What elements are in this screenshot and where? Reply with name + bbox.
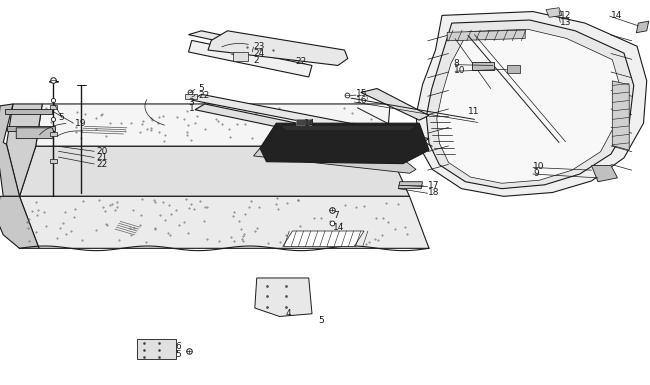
Polygon shape bbox=[233, 52, 248, 61]
Text: 22: 22 bbox=[198, 91, 209, 100]
Text: 16: 16 bbox=[356, 95, 368, 105]
Polygon shape bbox=[188, 31, 318, 62]
Text: 20: 20 bbox=[96, 147, 107, 156]
Text: 5: 5 bbox=[318, 316, 324, 325]
Text: 23: 23 bbox=[254, 42, 265, 51]
Polygon shape bbox=[185, 94, 197, 99]
Text: 10: 10 bbox=[533, 162, 545, 171]
Polygon shape bbox=[20, 146, 410, 196]
Text: 19: 19 bbox=[75, 119, 86, 128]
Text: 7: 7 bbox=[333, 211, 339, 220]
Polygon shape bbox=[50, 159, 57, 163]
Text: 15: 15 bbox=[356, 89, 368, 98]
Polygon shape bbox=[546, 8, 562, 17]
Text: 18: 18 bbox=[428, 188, 439, 197]
Text: 14: 14 bbox=[333, 223, 344, 232]
Text: 13: 13 bbox=[560, 18, 572, 27]
Polygon shape bbox=[0, 104, 20, 196]
Polygon shape bbox=[192, 94, 429, 144]
Polygon shape bbox=[426, 20, 634, 189]
Polygon shape bbox=[254, 148, 416, 173]
Text: 24: 24 bbox=[254, 49, 265, 58]
Text: 14: 14 bbox=[611, 11, 623, 20]
Polygon shape bbox=[361, 89, 429, 120]
Text: 22: 22 bbox=[296, 57, 307, 66]
Polygon shape bbox=[437, 29, 621, 183]
Polygon shape bbox=[6, 126, 55, 131]
Text: 2: 2 bbox=[254, 55, 259, 65]
Polygon shape bbox=[50, 105, 57, 109]
Polygon shape bbox=[20, 196, 429, 248]
Text: 14: 14 bbox=[304, 119, 316, 128]
Polygon shape bbox=[195, 104, 426, 156]
Polygon shape bbox=[0, 196, 39, 248]
Polygon shape bbox=[283, 231, 364, 246]
Text: 12: 12 bbox=[560, 11, 572, 20]
Text: 4: 4 bbox=[286, 309, 292, 318]
Polygon shape bbox=[472, 62, 494, 70]
Text: 5: 5 bbox=[176, 350, 181, 359]
Polygon shape bbox=[5, 109, 52, 114]
Text: 21: 21 bbox=[96, 153, 107, 162]
Polygon shape bbox=[416, 12, 647, 196]
Polygon shape bbox=[592, 166, 618, 182]
Polygon shape bbox=[6, 104, 42, 196]
Text: 1: 1 bbox=[188, 104, 194, 113]
Text: 5: 5 bbox=[198, 84, 204, 93]
Polygon shape bbox=[50, 132, 57, 136]
Polygon shape bbox=[296, 119, 312, 125]
Text: 22: 22 bbox=[96, 159, 107, 169]
Text: 5: 5 bbox=[58, 113, 64, 122]
Text: 11: 11 bbox=[468, 107, 480, 116]
Text: 17: 17 bbox=[428, 181, 439, 190]
Text: 9: 9 bbox=[533, 169, 539, 178]
Polygon shape bbox=[208, 31, 348, 65]
Polygon shape bbox=[36, 104, 390, 146]
Polygon shape bbox=[260, 123, 429, 164]
Polygon shape bbox=[255, 278, 312, 316]
Polygon shape bbox=[507, 65, 520, 73]
Polygon shape bbox=[188, 40, 312, 77]
Polygon shape bbox=[136, 339, 176, 359]
Text: 10: 10 bbox=[454, 65, 465, 75]
Polygon shape bbox=[447, 30, 525, 41]
Polygon shape bbox=[398, 182, 422, 189]
Polygon shape bbox=[612, 81, 629, 150]
Polygon shape bbox=[636, 21, 649, 33]
Text: 3: 3 bbox=[188, 97, 194, 107]
Text: 6: 6 bbox=[176, 342, 181, 351]
Polygon shape bbox=[16, 128, 55, 139]
Text: 8: 8 bbox=[454, 59, 460, 68]
